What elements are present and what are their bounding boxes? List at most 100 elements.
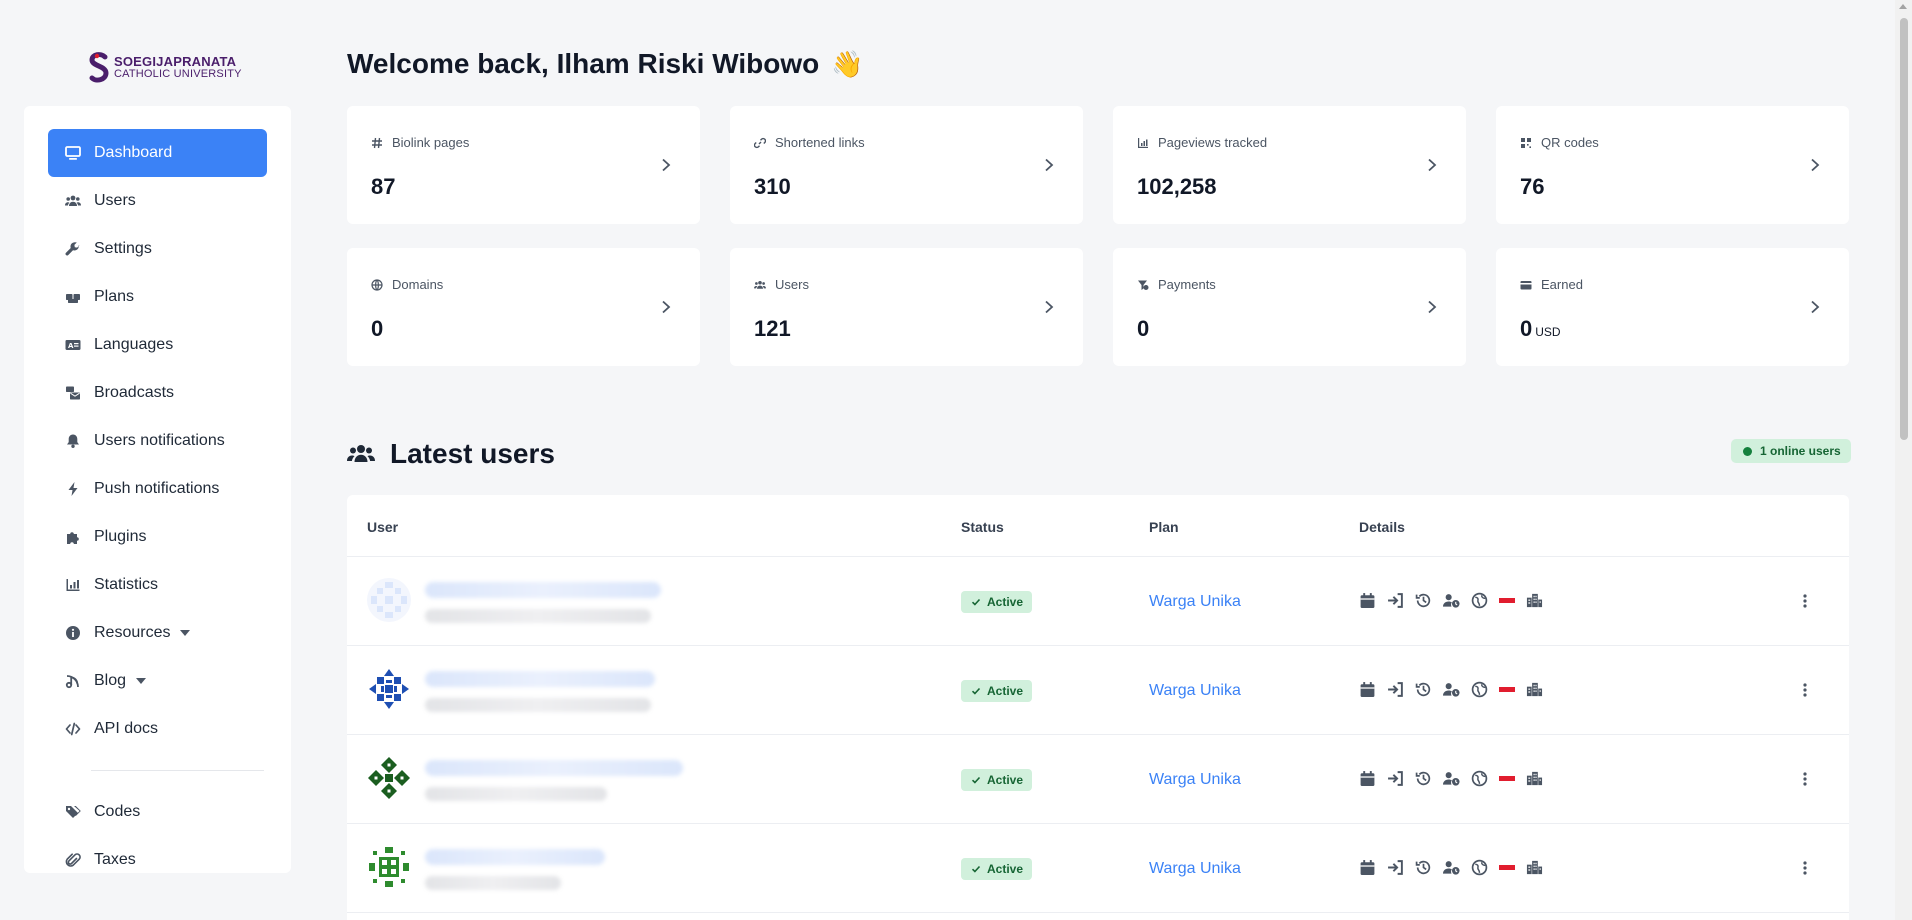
user-clock-icon[interactable]	[1443, 859, 1460, 876]
stat-card-pageviews-tracked[interactable]: Pageviews tracked 102,258	[1113, 106, 1466, 224]
sidebar-item-label: API docs	[94, 720, 159, 737]
more-options-icon[interactable]	[1802, 771, 1808, 787]
sidebar-item-api-docs[interactable]: API docs	[48, 705, 267, 753]
users-icon	[64, 192, 82, 210]
user-clock-icon[interactable]	[1443, 592, 1460, 609]
scroll-up-icon[interactable]	[1899, 4, 1907, 9]
user-clock-icon[interactable]	[1443, 770, 1460, 787]
globe-icon[interactable]	[1471, 681, 1488, 698]
sidebar-item-statistics[interactable]: Statistics	[48, 561, 267, 609]
sidebar-item-plans[interactable]: Plans	[48, 273, 267, 321]
brand-logo[interactable]: SOEGIJAPRANATA CATHOLIC UNIVERSITY	[88, 51, 242, 85]
column-header-details: Details	[1359, 519, 1405, 535]
plan-link[interactable]: Warga Unika	[1149, 682, 1241, 699]
user-name-redacted[interactable]	[425, 760, 683, 776]
scrollbar-thumb[interactable]	[1900, 18, 1908, 440]
sidebar-item-users[interactable]: Users	[48, 177, 267, 225]
calendar-icon[interactable]	[1359, 859, 1376, 876]
bolt-icon	[64, 480, 82, 498]
stat-card-shortened-links[interactable]: Shortened links 310	[730, 106, 1083, 224]
online-users-badge[interactable]: 1 online users	[1731, 439, 1851, 463]
plan-link[interactable]: Warga Unika	[1149, 860, 1241, 877]
stat-value: 76	[1520, 174, 1545, 199]
stat-card-qr-codes[interactable]: QR codes 76	[1496, 106, 1849, 224]
calendar-icon[interactable]	[1359, 681, 1376, 698]
stat-label: Payments	[1158, 277, 1216, 292]
flag-icon[interactable]	[1499, 776, 1515, 781]
status-label: Active	[987, 773, 1024, 787]
avatar[interactable]	[367, 667, 411, 711]
flag-icon[interactable]	[1499, 687, 1515, 692]
sidebar-item-codes[interactable]: Codes	[48, 788, 267, 836]
history-icon[interactable]	[1415, 859, 1432, 876]
sign-in-icon[interactable]	[1387, 592, 1404, 609]
flag-icon[interactable]	[1499, 865, 1515, 870]
chevron-right-icon	[1045, 300, 1054, 314]
user-name-redacted[interactable]	[425, 582, 661, 598]
stat-label: Shortened links	[775, 135, 865, 150]
sidebar-item-label: Broadcasts	[94, 384, 175, 401]
stat-card-users[interactable]: Users 121	[730, 248, 1083, 366]
user-name-redacted[interactable]	[425, 671, 655, 687]
globe-icon[interactable]	[1471, 770, 1488, 787]
stat-card-payments[interactable]: Payments 0	[1113, 248, 1466, 366]
more-options-icon[interactable]	[1802, 860, 1808, 876]
sidebar-item-label: Languages	[94, 336, 174, 353]
stat-value: 0	[371, 316, 384, 341]
user-details	[1359, 859, 1543, 876]
sign-in-icon[interactable]	[1387, 681, 1404, 698]
page-title: Welcome back, Ilham Riski Wibowo 👋	[347, 48, 864, 80]
sidebar-item-resources[interactable]: Resources	[48, 609, 267, 657]
sidebar-item-push-notifications[interactable]: Push notifications	[48, 465, 267, 513]
sidebar-item-plugins[interactable]: Plugins	[48, 513, 267, 561]
avatar[interactable]	[367, 845, 411, 889]
sign-in-icon[interactable]	[1387, 859, 1404, 876]
sidebar-item-dashboard[interactable]: Dashboard	[48, 129, 267, 177]
calendar-icon[interactable]	[1359, 770, 1376, 787]
monitor-icon	[64, 144, 82, 162]
tags-icon	[64, 803, 82, 821]
avatar[interactable]	[367, 756, 411, 800]
history-icon[interactable]	[1415, 770, 1432, 787]
sign-in-icon[interactable]	[1387, 770, 1404, 787]
city-icon[interactable]	[1526, 859, 1543, 876]
plan-link[interactable]: Warga Unika	[1149, 593, 1241, 610]
user-name-redacted[interactable]	[425, 849, 605, 865]
more-options-icon[interactable]	[1802, 593, 1808, 609]
page-scrollbar[interactable]	[1895, 0, 1912, 920]
more-options-icon[interactable]	[1802, 682, 1808, 698]
history-icon[interactable]	[1415, 592, 1432, 609]
sidebar-item-broadcasts[interactable]: Broadcasts	[48, 369, 267, 417]
column-header-status: Status	[961, 519, 1004, 535]
flag-icon[interactable]	[1499, 598, 1515, 603]
city-icon[interactable]	[1526, 592, 1543, 609]
user-details	[1359, 770, 1543, 787]
stat-card-biolink-pages[interactable]: Biolink pages 87	[347, 106, 700, 224]
stat-card-earned[interactable]: Earned 0 USD	[1496, 248, 1849, 366]
sidebar-item-users-notifications[interactable]: Users notifications	[48, 417, 267, 465]
user-email-redacted	[425, 609, 651, 623]
chevron-right-icon	[662, 300, 671, 314]
sidebar-item-languages[interactable]: A Languages	[48, 321, 267, 369]
sidebar-item-taxes[interactable]: Taxes	[48, 836, 267, 873]
globe-icon[interactable]	[1471, 859, 1488, 876]
users-icon	[347, 445, 375, 462]
card-icon	[1520, 280, 1532, 289]
latest-users-heading: Latest users	[347, 438, 555, 470]
calendar-icon[interactable]	[1359, 592, 1376, 609]
sidebar: Dashboard Users Settings Plans A Languag…	[24, 106, 291, 873]
sidebar-item-blog[interactable]: Blog	[48, 657, 267, 705]
history-icon[interactable]	[1415, 681, 1432, 698]
stat-card-domains[interactable]: Domains 0	[347, 248, 700, 366]
boxes-icon	[64, 288, 82, 306]
sidebar-item-settings[interactable]: Settings	[48, 225, 267, 273]
check-icon	[971, 865, 981, 873]
stat-value: 310	[754, 174, 791, 199]
city-icon[interactable]	[1526, 681, 1543, 698]
city-icon[interactable]	[1526, 770, 1543, 787]
status-badge: Active	[961, 858, 1033, 880]
globe-icon[interactable]	[1471, 592, 1488, 609]
plan-link[interactable]: Warga Unika	[1149, 771, 1241, 788]
avatar[interactable]	[367, 578, 411, 622]
user-clock-icon[interactable]	[1443, 681, 1460, 698]
